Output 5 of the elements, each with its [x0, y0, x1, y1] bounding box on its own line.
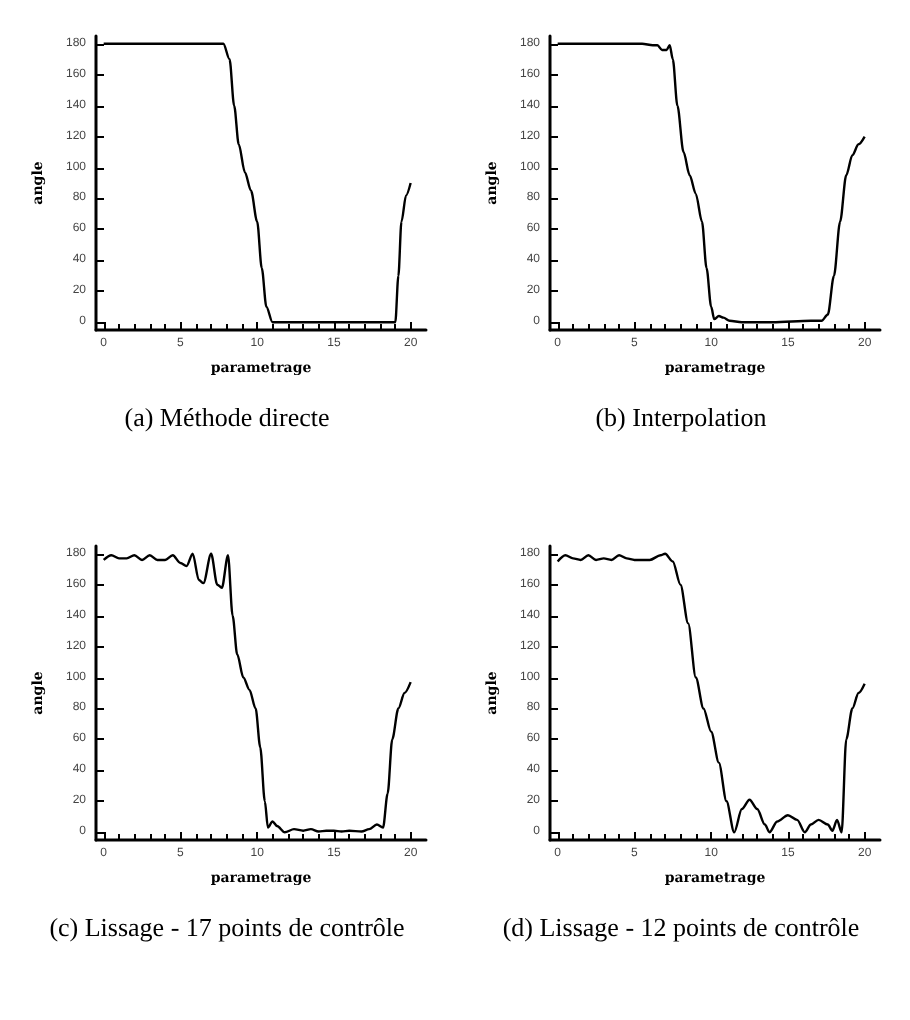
- line-series: [556, 552, 866, 834]
- text: (a) Méthode directe: [122, 400, 332, 434]
- text: (d) Lissage - 12 points de contrôle: [500, 910, 862, 944]
- text: (c) Lissage - 17 points de contrôle: [47, 910, 407, 944]
- text: (b) Interpolation: [593, 400, 769, 434]
